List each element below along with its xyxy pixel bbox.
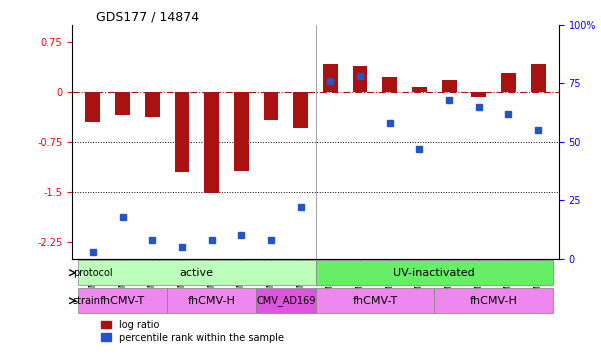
Bar xyxy=(501,73,516,92)
Text: protocol: protocol xyxy=(73,268,112,278)
FancyBboxPatch shape xyxy=(78,260,316,285)
Bar xyxy=(85,92,100,122)
Text: fhCMV-H: fhCMV-H xyxy=(188,296,236,306)
FancyBboxPatch shape xyxy=(78,288,167,313)
Bar xyxy=(471,92,486,97)
Text: GDS177 / 14874: GDS177 / 14874 xyxy=(96,11,200,24)
Text: CMV_AD169: CMV_AD169 xyxy=(256,295,316,306)
Text: strain: strain xyxy=(73,296,101,306)
Text: fhCMV-T: fhCMV-T xyxy=(352,296,397,306)
Legend: log ratio, percentile rank within the sample: log ratio, percentile rank within the sa… xyxy=(102,320,284,343)
FancyBboxPatch shape xyxy=(256,288,316,313)
FancyBboxPatch shape xyxy=(167,288,256,313)
Bar xyxy=(204,92,219,193)
Bar xyxy=(412,87,427,92)
Bar xyxy=(382,77,397,92)
Bar xyxy=(323,64,338,92)
Text: active: active xyxy=(180,268,214,278)
Bar xyxy=(531,64,546,92)
Text: fhCMV-H: fhCMV-H xyxy=(470,296,517,306)
Bar xyxy=(174,92,189,172)
Bar xyxy=(234,92,249,171)
Text: UV-inactivated: UV-inactivated xyxy=(394,268,475,278)
Bar xyxy=(353,66,367,92)
Bar xyxy=(145,92,160,117)
FancyBboxPatch shape xyxy=(316,260,553,285)
Text: fhCMV-T: fhCMV-T xyxy=(100,296,145,306)
Bar xyxy=(115,92,130,115)
FancyBboxPatch shape xyxy=(435,288,553,313)
Bar xyxy=(293,92,308,129)
Bar xyxy=(442,80,457,92)
Bar xyxy=(264,92,278,120)
FancyBboxPatch shape xyxy=(316,288,435,313)
